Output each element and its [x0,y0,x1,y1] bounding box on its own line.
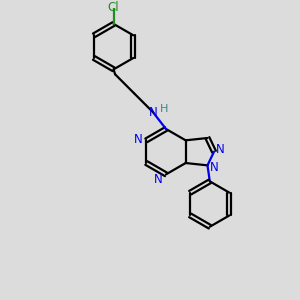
Text: N: N [216,143,225,156]
Text: H: H [160,104,168,114]
Text: N: N [148,106,157,118]
Text: Cl: Cl [108,2,119,14]
Text: N: N [209,161,218,174]
Text: N: N [154,173,163,186]
Text: N: N [134,133,142,146]
